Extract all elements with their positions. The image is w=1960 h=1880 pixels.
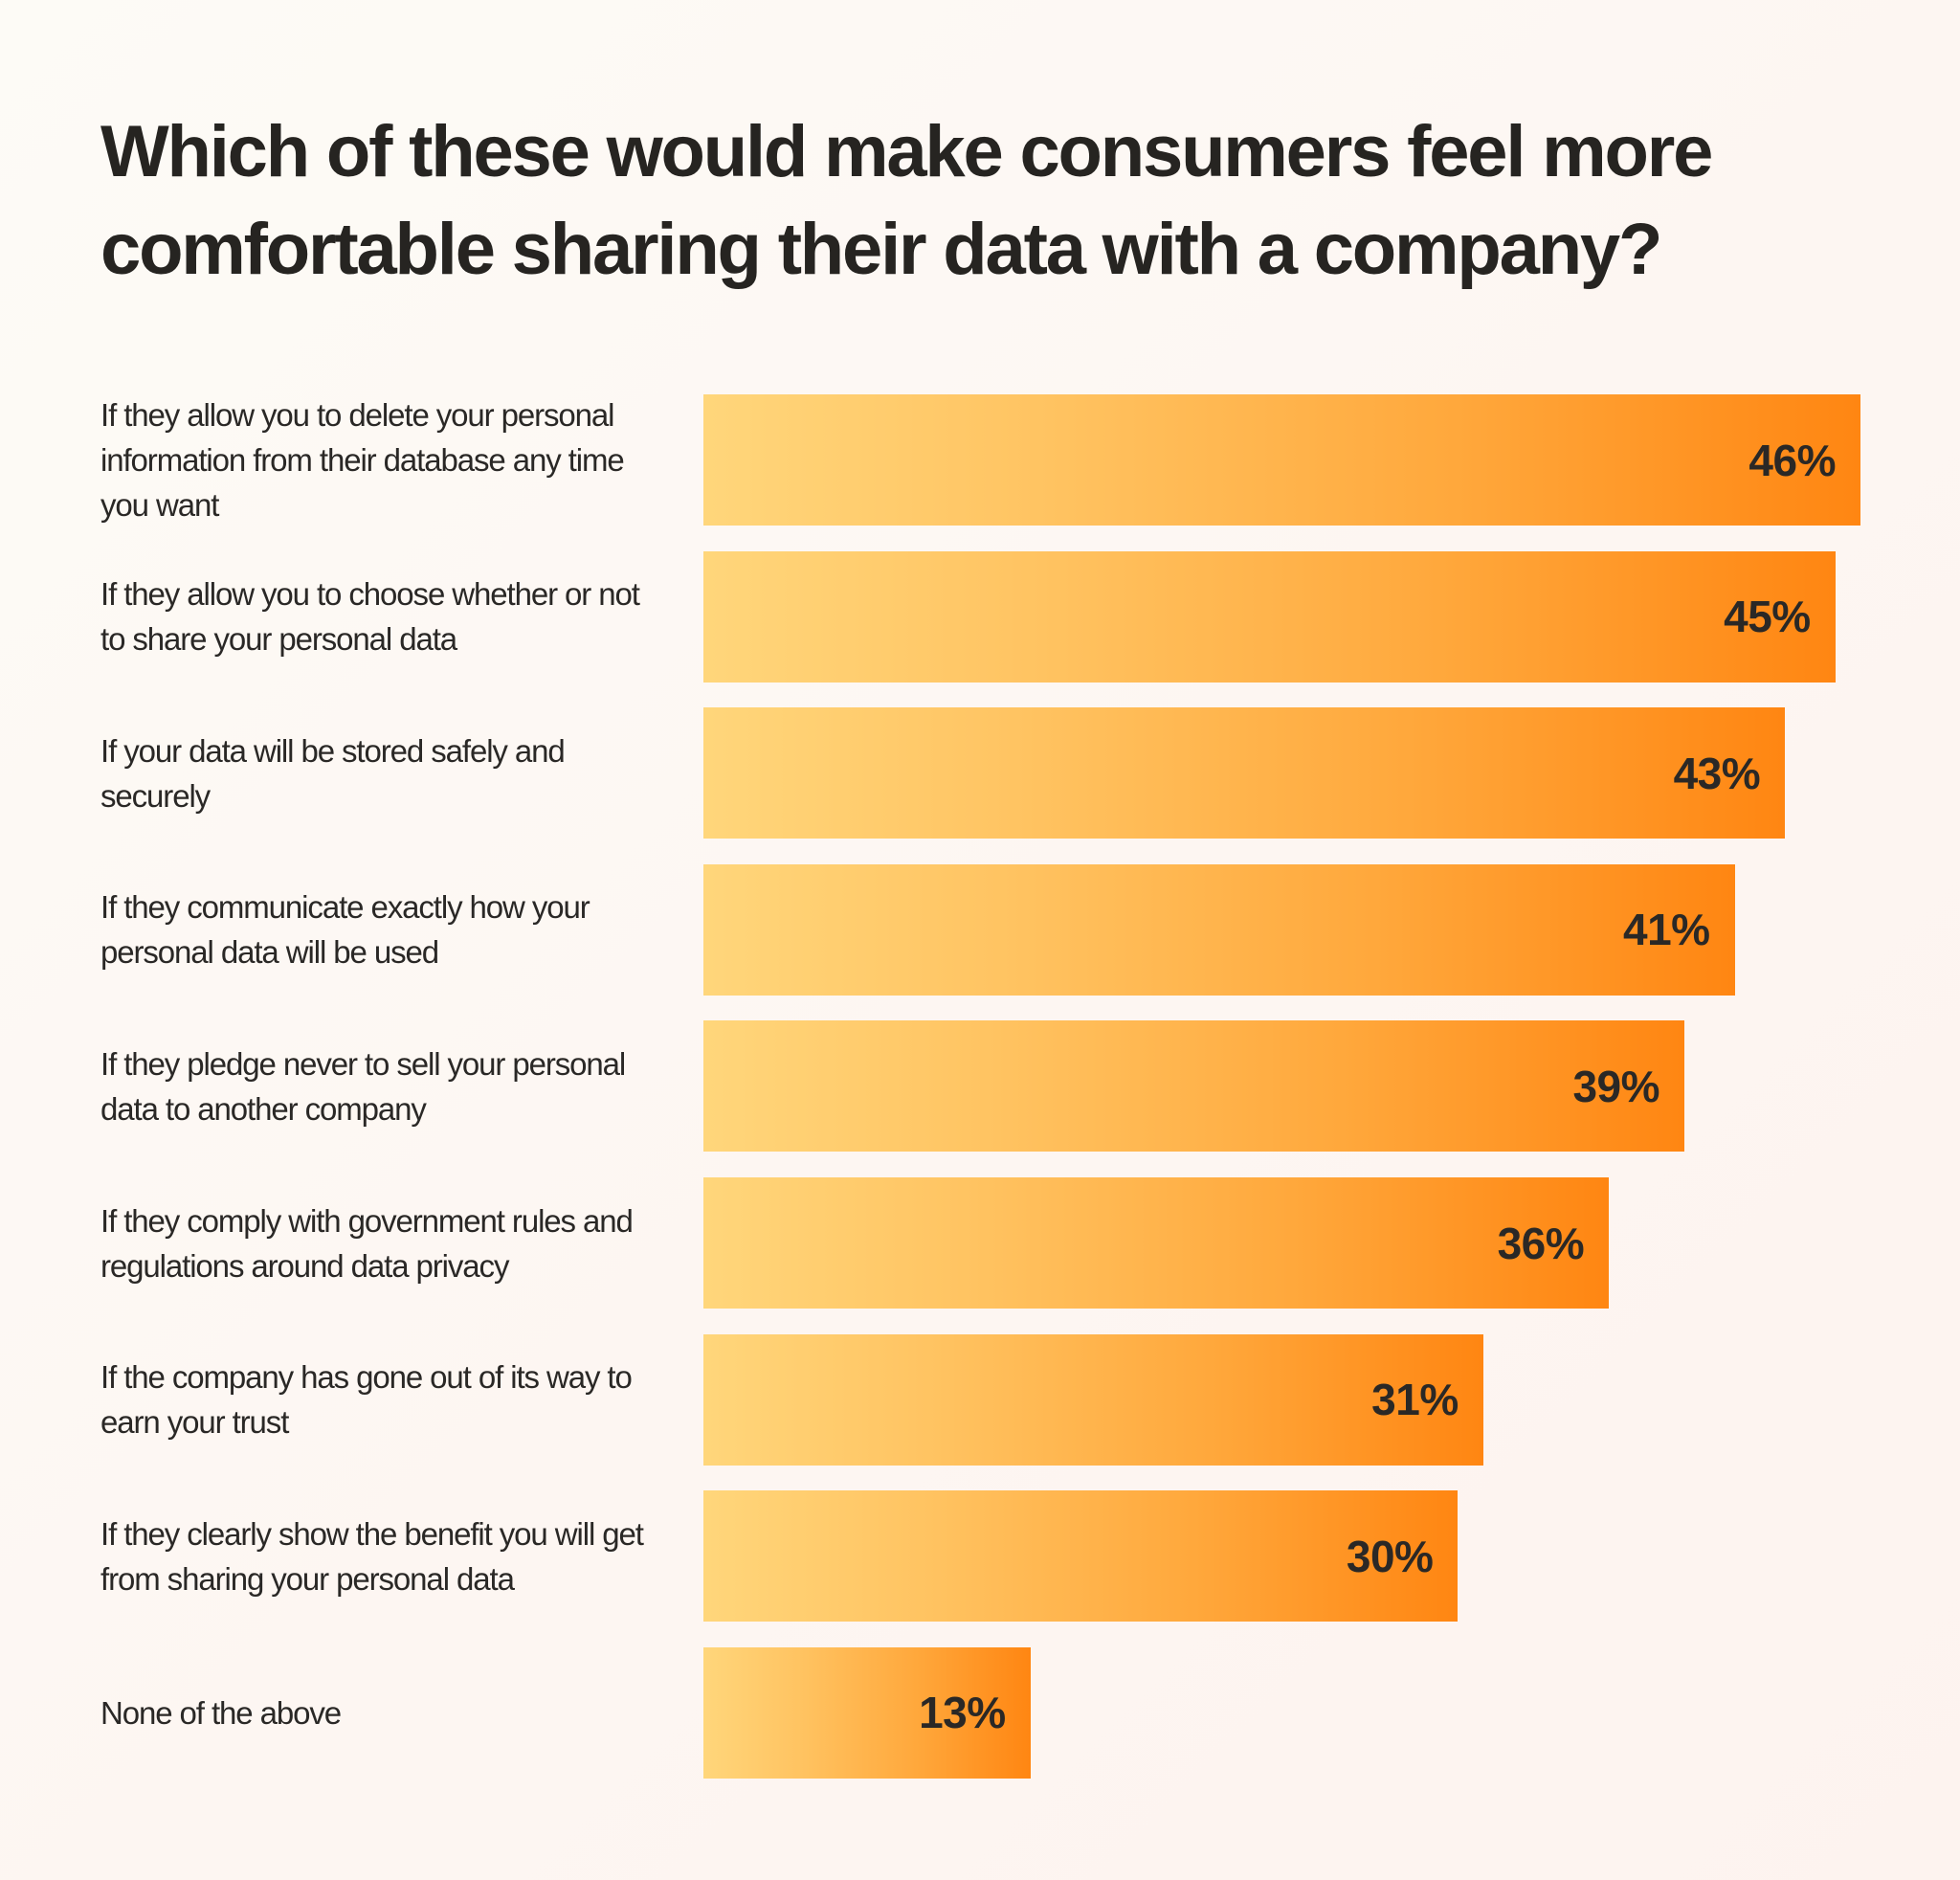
chart-title-line-2: comfortable sharing their data with a co… [100, 209, 1662, 290]
bar-row: If they clearly show the benefit you wil… [0, 1490, 1960, 1623]
bar-row: If they comply with government rules and… [0, 1177, 1960, 1309]
bar: 31% [703, 1333, 1483, 1466]
bar-row: If the company has gone out of its way t… [0, 1333, 1960, 1466]
bar-value-label: 39% [1572, 1061, 1660, 1111]
bar-value-label: 41% [1623, 905, 1710, 955]
bar-value-label: 31% [1371, 1375, 1459, 1425]
bar-value-label: 43% [1673, 748, 1761, 798]
bar-value-label: 36% [1497, 1218, 1585, 1268]
bar: 46% [703, 394, 1860, 526]
bar-value-label: 45% [1724, 592, 1811, 642]
bar-row: If they allow you to delete your persona… [0, 394, 1960, 526]
bar-value-label: 13% [919, 1688, 1006, 1738]
bar-row: If your data will be stored safely and s… [0, 707, 1960, 839]
bar-row: If they allow you to choose whether or n… [0, 550, 1960, 683]
category-label: If they comply with government rules and… [100, 1202, 634, 1284]
bar: 41% [703, 863, 1735, 996]
chart-title: Which of these would make consumers feel… [100, 103, 1919, 299]
bar-value-label: 46% [1748, 435, 1836, 485]
category-label: If your data will be stored safely and s… [100, 732, 566, 814]
bar: 30% [703, 1490, 1459, 1623]
category-label: If they communicate exactly how your per… [100, 889, 590, 971]
bar-row: None of the above 13% [0, 1646, 1960, 1779]
bar: 39% [703, 1020, 1685, 1153]
bar: 45% [703, 550, 1836, 683]
category-label: If the company has gone out of its way t… [100, 1359, 633, 1441]
bar-row: If they pledge never to sell your person… [0, 1020, 1960, 1153]
category-label: None of the above [100, 1694, 342, 1731]
category-label: If they allow you to choose whether or n… [100, 576, 640, 658]
bar-row: If they communicate exactly how your per… [0, 863, 1960, 996]
category-label: If they pledge never to sell your person… [100, 1045, 626, 1127]
chart-title-line-1: Which of these would make consumers feel… [100, 111, 1713, 192]
bar: 43% [703, 707, 1786, 839]
category-label: If they clearly show the benefit you wil… [100, 1515, 644, 1597]
category-label: If they allow you to delete your persona… [100, 397, 625, 523]
bar: 13% [703, 1646, 1031, 1779]
bar: 36% [703, 1177, 1610, 1309]
bar-value-label: 30% [1346, 1531, 1434, 1581]
